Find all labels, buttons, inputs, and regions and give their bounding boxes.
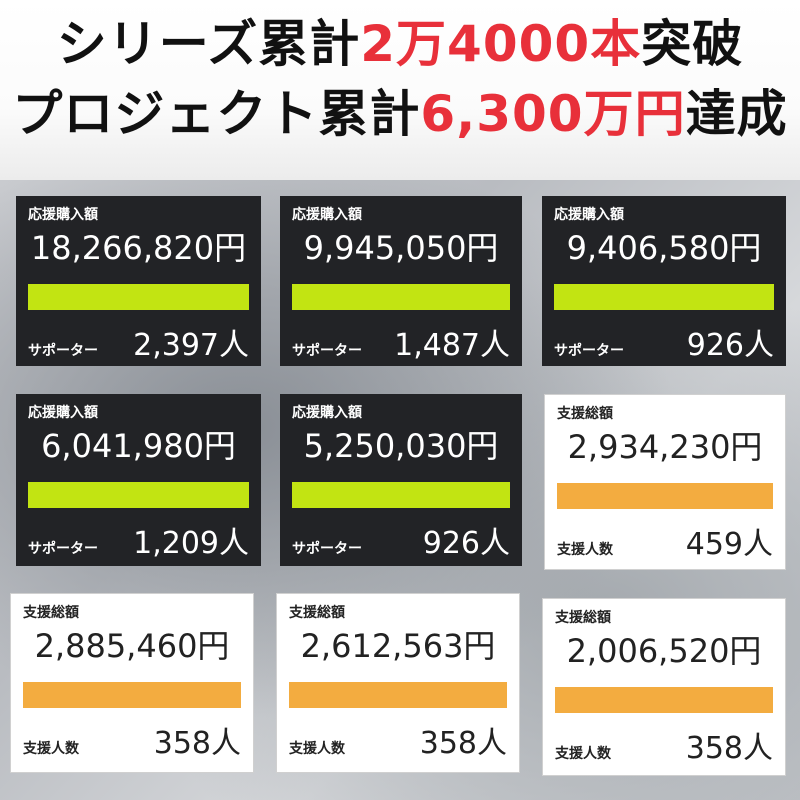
- progress-bar: [289, 682, 507, 708]
- progress-bar-fill: [554, 284, 774, 310]
- progress-bar: [292, 284, 510, 310]
- card-amount: 2,612,563円: [300, 627, 496, 665]
- progress-bar: [28, 482, 249, 508]
- card-sub-label: サポーター: [554, 343, 624, 359]
- card-sub-label: 支援人数: [23, 741, 79, 757]
- card-sub-label: 支援人数: [557, 542, 613, 558]
- card-count: 1,487人: [394, 328, 510, 363]
- stat-card: 支援総額 2,934,230円 支援人数 459人: [544, 394, 786, 570]
- card-amount: 2,885,460円: [34, 627, 230, 665]
- progress-bar-fill: [557, 483, 773, 509]
- stat-card: 応援購入額 5,250,030円 サポーター 926人: [280, 394, 522, 566]
- card-sub-label: 支援人数: [555, 746, 611, 762]
- card-count: 2,397人: [133, 328, 249, 363]
- progress-bar-fill: [555, 687, 773, 713]
- stat-card: 応援購入額 9,945,050円 サポーター 1,487人: [280, 196, 522, 366]
- card-label: 支援総額: [289, 605, 345, 621]
- stat-card: 支援総額 2,885,460円 支援人数 358人: [10, 593, 254, 773]
- progress-bar-fill: [289, 682, 507, 708]
- progress-bar-fill: [292, 482, 510, 508]
- card-count: 926人: [686, 328, 774, 363]
- card-label: 応援購入額: [292, 207, 362, 223]
- card-amount: 6,041,980円: [41, 427, 236, 465]
- card-label: 支援総額: [557, 406, 613, 422]
- progress-bar: [292, 482, 510, 508]
- progress-bar: [23, 682, 241, 708]
- card-amount: 9,945,050円: [303, 229, 499, 267]
- headline-line2-highlight: 6,300万円: [420, 85, 686, 143]
- progress-bar-fill: [28, 482, 249, 508]
- progress-bar: [554, 284, 774, 310]
- stat-card: 応援購入額 18,266,820円 サポーター 2,397人: [16, 196, 261, 366]
- card-amount: 18,266,820円: [30, 229, 247, 267]
- card-sub-label: 支援人数: [289, 741, 345, 757]
- card-sub-label: サポーター: [28, 343, 98, 359]
- card-count: 358人: [153, 726, 241, 761]
- card-label: 応援購入額: [292, 405, 362, 421]
- stat-card: 支援総額 2,612,563円 支援人数 358人: [276, 593, 520, 773]
- card-label: 応援購入額: [28, 207, 98, 223]
- stat-card: 応援購入額 9,406,580円 サポーター 926人: [542, 196, 786, 366]
- progress-bar-fill: [28, 284, 249, 310]
- progress-bar-fill: [292, 284, 510, 310]
- card-count: 1,209人: [133, 526, 249, 561]
- card-label: 応援購入額: [554, 207, 624, 223]
- card-count: 358人: [419, 726, 507, 761]
- headline-project-total: プロジェクト累計6,300万円達成: [0, 84, 800, 144]
- progress-bar-fill: [23, 682, 241, 708]
- card-amount: 5,250,030円: [303, 427, 499, 465]
- card-label: 応援購入額: [28, 405, 98, 421]
- stat-card: 支援総額 2,006,520円 支援人数 358人: [542, 598, 786, 776]
- card-count: 459人: [685, 527, 773, 562]
- card-label: 支援総額: [555, 610, 611, 626]
- progress-bar: [555, 687, 773, 713]
- headline-line1-highlight: 2万4000本: [360, 15, 642, 73]
- card-amount: 2,934,230円: [567, 428, 763, 466]
- card-count: 358人: [685, 731, 773, 766]
- headline-line2-after: 達成: [685, 85, 788, 143]
- headline-line1-before: シリーズ累計: [56, 15, 361, 73]
- card-count: 926人: [422, 526, 510, 561]
- stat-card: 応援購入額 6,041,980円 サポーター 1,209人: [16, 394, 261, 566]
- card-amount: 9,406,580円: [566, 229, 762, 267]
- card-sub-label: サポーター: [28, 541, 98, 557]
- headline-line2-before: プロジェクト累計: [12, 85, 421, 143]
- headline-line1-after: 突破: [641, 15, 744, 73]
- card-sub-label: サポーター: [292, 343, 362, 359]
- card-sub-label: サポーター: [292, 541, 362, 557]
- progress-bar: [557, 483, 773, 509]
- card-amount: 2,006,520円: [566, 632, 762, 670]
- card-label: 支援総額: [23, 605, 79, 621]
- header-banner: シリーズ累計2万4000本突破 プロジェクト累計6,300万円達成: [0, 0, 800, 180]
- headline-series-total: シリーズ累計2万4000本突破: [0, 14, 800, 74]
- progress-bar: [28, 284, 249, 310]
